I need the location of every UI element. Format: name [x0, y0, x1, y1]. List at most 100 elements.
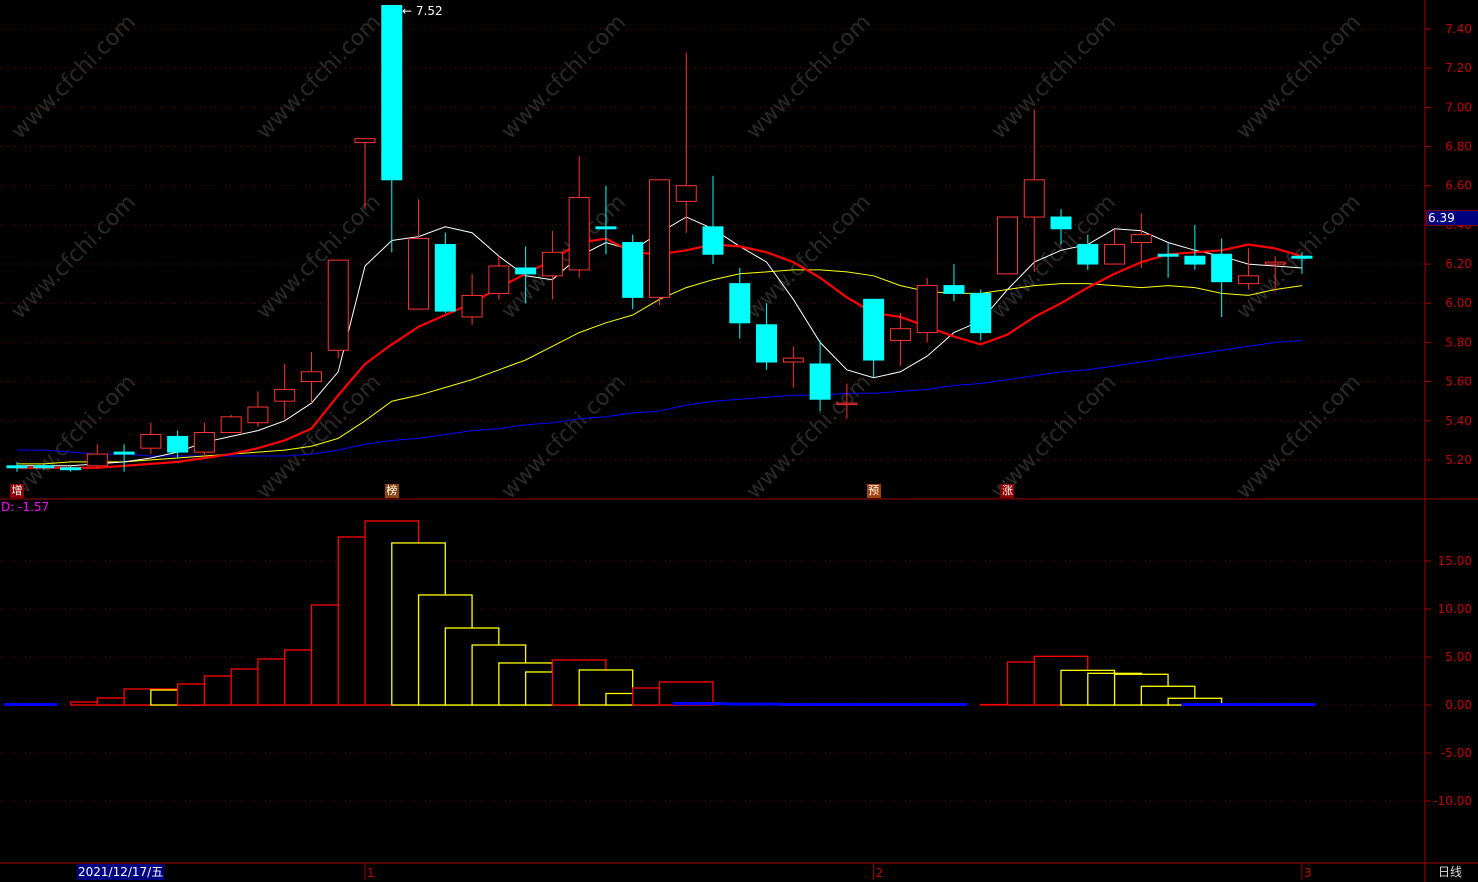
- candle-down[interactable]: [970, 289, 992, 341]
- candlesticks[interactable]: [6, 4, 1313, 472]
- candle-up[interactable]: [1264, 256, 1286, 292]
- event-marker[interactable]: 涨: [1000, 484, 1015, 498]
- indicator-axis-label: -10.00: [1433, 794, 1472, 808]
- candle-up[interactable]: [541, 230, 563, 300]
- candle-down[interactable]: [113, 444, 135, 472]
- histogram-bar[interactable]: [672, 702, 700, 706]
- candle-down[interactable]: [6, 461, 28, 472]
- histogram-bar[interactable]: [887, 703, 914, 707]
- candle-down[interactable]: [756, 303, 778, 370]
- watermark-text: www.cfchi.com: [252, 190, 386, 324]
- event-marker[interactable]: 增: [10, 484, 24, 498]
- indicator-axis-label: 5.00: [1445, 650, 1472, 664]
- candle-up[interactable]: [220, 414, 242, 434]
- candle-up[interactable]: [274, 363, 296, 419]
- candle-up[interactable]: [327, 259, 349, 359]
- histogram-bar[interactable]: [1208, 703, 1236, 707]
- histogram-bar[interactable]: [753, 702, 780, 706]
- event-marker[interactable]: 预: [866, 484, 881, 498]
- cursor-date-label: 2021/12/17/五: [77, 864, 165, 880]
- candle-down[interactable]: [1211, 238, 1233, 317]
- price-axis-label: 7.40: [1445, 22, 1472, 36]
- candle-up[interactable]: [408, 199, 430, 310]
- candle-body: [300, 371, 322, 383]
- candle-up[interactable]: [1104, 228, 1126, 265]
- event-marker[interactable]: 榜: [384, 484, 399, 498]
- candle-body: [86, 453, 108, 467]
- candle-body: [595, 226, 617, 230]
- candle-body: [327, 259, 349, 351]
- candle-down[interactable]: [1291, 252, 1313, 274]
- histogram-bar[interactable]: [658, 681, 714, 706]
- candle-down[interactable]: [809, 340, 831, 411]
- candle-down[interactable]: [381, 4, 403, 253]
- candle-up[interactable]: [193, 422, 215, 457]
- histogram-bar[interactable]: [833, 703, 861, 707]
- candle-up[interactable]: [568, 156, 590, 278]
- candle-up[interactable]: [354, 138, 376, 210]
- candle-up[interactable]: [836, 383, 858, 419]
- histogram-bar[interactable]: [1235, 703, 1262, 707]
- time-axis-label: 2: [876, 866, 884, 880]
- price-axis-label: 7.20: [1445, 61, 1472, 75]
- candle-down[interactable]: [702, 175, 724, 265]
- candle-body: [408, 238, 430, 310]
- candle-down[interactable]: [33, 463, 55, 470]
- candle-up[interactable]: [300, 352, 322, 404]
- indicator-axis-label: 15.00: [1438, 554, 1472, 568]
- candle-up[interactable]: [996, 216, 1018, 275]
- histogram-bar[interactable]: [1261, 703, 1289, 707]
- histogram-bar[interactable]: [699, 702, 727, 706]
- histogram-bar[interactable]: [779, 703, 807, 707]
- candle-up[interactable]: [140, 422, 162, 455]
- histogram-bar[interactable]: [940, 703, 968, 707]
- histogram-bar[interactable]: [3, 703, 31, 707]
- candle-down[interactable]: [1077, 234, 1099, 270]
- candle-up[interactable]: [1130, 213, 1152, 268]
- indicator-axis-label: 10.00: [1438, 602, 1472, 616]
- candle-up[interactable]: [247, 391, 269, 427]
- candle-body: [434, 243, 456, 312]
- candle-down[interactable]: [1184, 224, 1206, 270]
- histogram-bar[interactable]: [30, 703, 58, 707]
- histogram-bar[interactable]: [913, 703, 941, 707]
- histogram-bar[interactable]: [860, 703, 888, 707]
- candle-down[interactable]: [729, 267, 751, 339]
- candle-up[interactable]: [889, 313, 911, 366]
- candle-down[interactable]: [60, 465, 82, 472]
- candle-down[interactable]: [167, 430, 189, 458]
- candle-up[interactable]: [86, 444, 108, 468]
- period-selector[interactable]: 日线: [1438, 865, 1463, 879]
- candle-up[interactable]: [916, 277, 938, 343]
- candle-body: [220, 416, 242, 434]
- candle-body: [1157, 253, 1179, 257]
- candle-body: [541, 251, 563, 277]
- candle-up[interactable]: [488, 256, 510, 300]
- histogram-bar[interactable]: [1288, 703, 1316, 707]
- candle-up[interactable]: [675, 52, 697, 233]
- candle-down[interactable]: [1157, 242, 1179, 278]
- candle-down[interactable]: [1050, 209, 1072, 245]
- candle-down[interactable]: [434, 232, 456, 314]
- candle-down[interactable]: [943, 264, 965, 302]
- candle-up[interactable]: [782, 346, 804, 388]
- candle-up[interactable]: [648, 179, 670, 306]
- candle-down[interactable]: [515, 246, 537, 304]
- price-axis-label: 6.80: [1445, 140, 1472, 154]
- candle-body: [60, 467, 82, 471]
- ma60-line: [17, 340, 1303, 457]
- candle-body: [167, 435, 189, 453]
- candle-up[interactable]: [1023, 109, 1045, 272]
- candle-down[interactable]: [863, 298, 885, 378]
- indicator-histogram[interactable]: [3, 520, 1316, 707]
- price-axis-label: 7.00: [1445, 100, 1472, 114]
- candle-up[interactable]: [461, 273, 483, 325]
- candle-up[interactable]: [1237, 248, 1259, 290]
- histogram-bar[interactable]: [1181, 703, 1209, 707]
- candle-down[interactable]: [622, 234, 644, 310]
- candle-down[interactable]: [595, 185, 617, 255]
- histogram-bar[interactable]: [726, 702, 754, 706]
- candle-body: [461, 294, 483, 318]
- histogram-bar[interactable]: [806, 703, 834, 707]
